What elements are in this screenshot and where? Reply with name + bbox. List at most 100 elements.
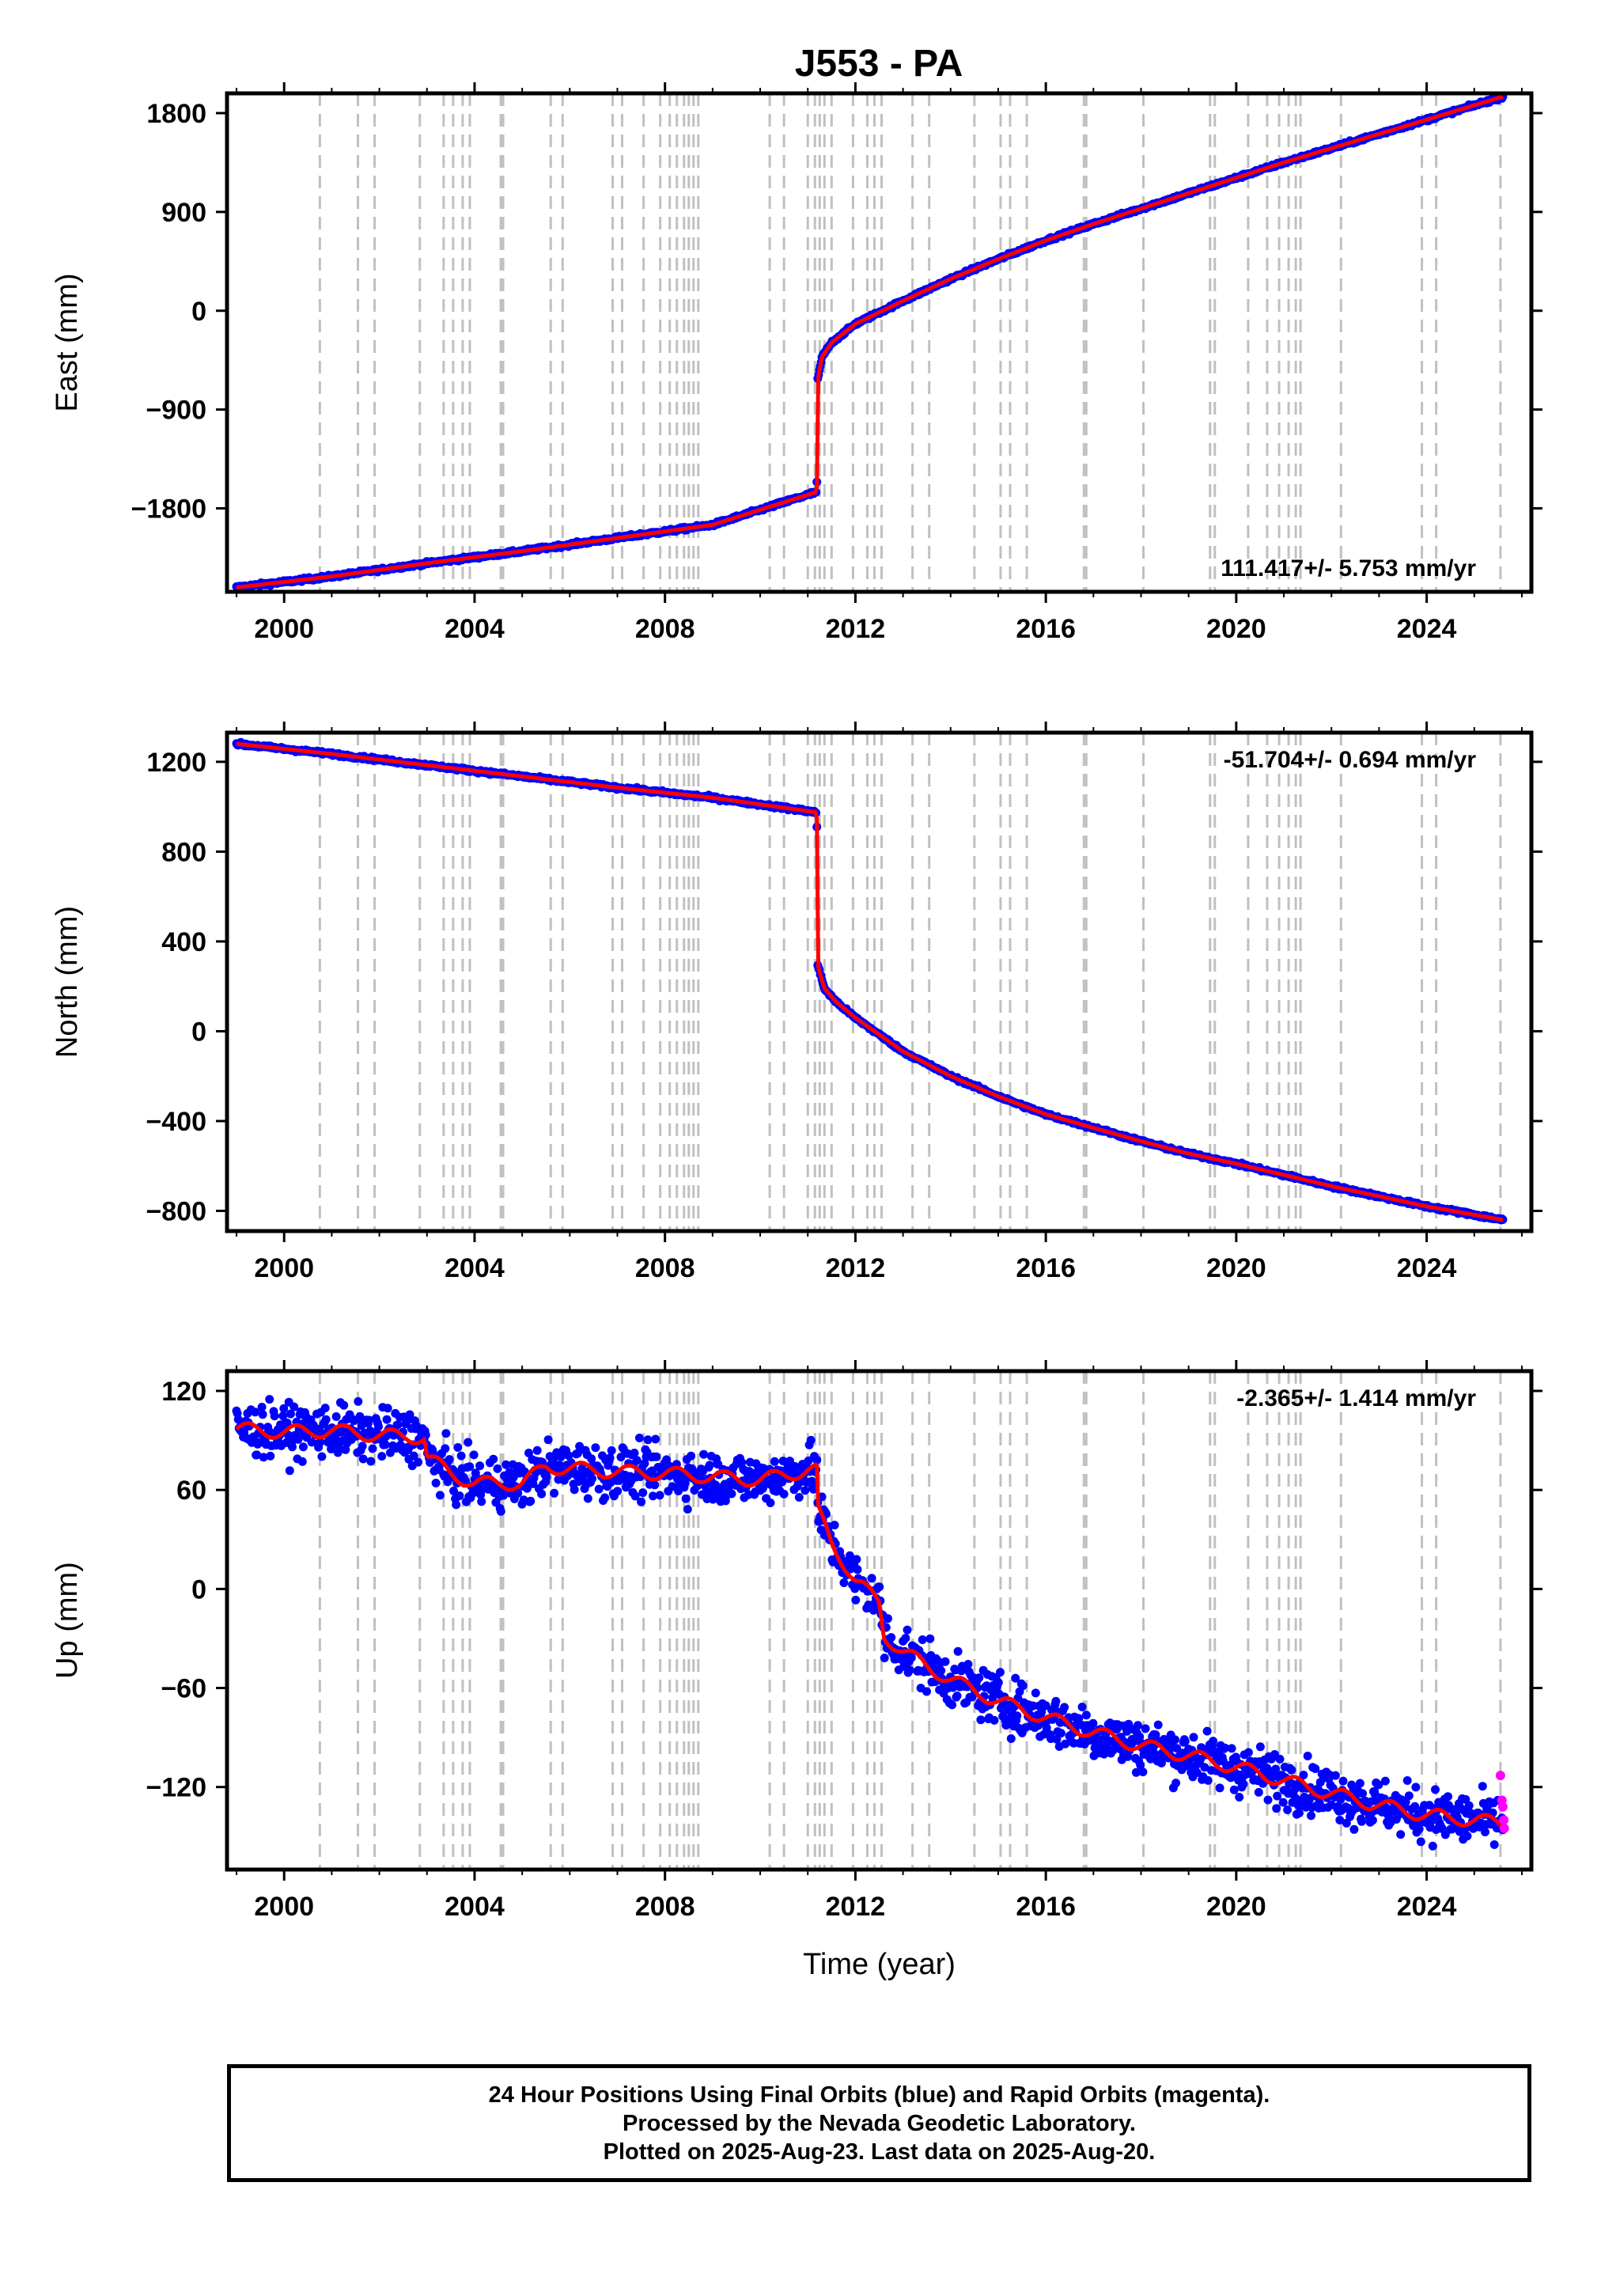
x-tick-label: 2016 (1016, 614, 1076, 644)
data-point (1012, 1711, 1022, 1721)
data-point (711, 1480, 721, 1490)
data-point (333, 1448, 343, 1457)
data-point (812, 1455, 822, 1464)
data-point (640, 1459, 649, 1468)
data-point (1136, 1760, 1145, 1770)
data-point (785, 1457, 794, 1466)
data-point (1444, 1792, 1452, 1802)
data-point (705, 1461, 714, 1470)
data-point (800, 1486, 810, 1495)
y-axis-label: East (mm) (51, 273, 84, 411)
x-axis-label: Time (year) (803, 1948, 956, 1981)
data-point (532, 1445, 542, 1455)
data-point (994, 1678, 1003, 1688)
data-point (1227, 1744, 1236, 1753)
data-point (1481, 1828, 1489, 1836)
data-point (1018, 1681, 1028, 1691)
y-tick-label: −800 (146, 1196, 206, 1226)
data-point (655, 1491, 664, 1500)
data-point (850, 1584, 860, 1593)
data-point (331, 1412, 341, 1421)
data-point (699, 1449, 709, 1459)
data-point (1335, 1816, 1345, 1824)
x-tick-label: 2016 (1016, 1253, 1076, 1283)
data-point (550, 1488, 559, 1498)
chart-title: J553 - PA (795, 43, 963, 85)
data-point (524, 1449, 533, 1457)
data-point (770, 1457, 779, 1466)
data-point (282, 1419, 292, 1428)
data-point (1428, 1841, 1437, 1851)
data-point (409, 1451, 418, 1461)
final-orbit-points (232, 93, 1508, 592)
data-point (1243, 1748, 1253, 1757)
data-point (1368, 1816, 1377, 1825)
data-point (464, 1438, 473, 1447)
data-point (808, 1484, 818, 1494)
data-point (953, 1646, 963, 1656)
data-point (556, 1452, 566, 1461)
data-point (737, 1457, 747, 1467)
y-tick-label: −400 (146, 1107, 206, 1137)
data-point (651, 1434, 660, 1444)
x-tick-label: 2008 (635, 1892, 695, 1922)
data-point (258, 1410, 267, 1419)
data-point (727, 1489, 736, 1498)
data-point (905, 1665, 914, 1675)
data-point (573, 1449, 582, 1458)
velocity-annotation: -2.365+/- 1.414 mm/yr (1236, 1385, 1476, 1411)
data-point (382, 1415, 392, 1424)
data-point (385, 1448, 395, 1457)
data-point (1060, 1703, 1069, 1712)
rapid-point (1497, 1802, 1508, 1812)
data-point (452, 1500, 461, 1510)
data-point (1366, 1797, 1376, 1806)
data-point (421, 1430, 430, 1440)
data-point (1031, 1688, 1040, 1698)
data-point (1042, 1723, 1051, 1733)
data-point (1056, 1729, 1065, 1738)
data-point (1171, 1779, 1181, 1788)
data-point (887, 1633, 896, 1642)
data-point (431, 1479, 441, 1487)
data-point (257, 1403, 267, 1411)
final-orbit-points (232, 737, 1508, 1225)
data-point (852, 1555, 861, 1564)
data-point (445, 1455, 454, 1464)
data-point (1304, 1795, 1314, 1805)
data-point (252, 1450, 262, 1460)
data-point (806, 1435, 816, 1445)
data-point (316, 1438, 325, 1447)
data-point (766, 1498, 775, 1507)
data-point (1410, 1802, 1420, 1811)
data-point (1051, 1696, 1061, 1706)
data-point (687, 1451, 696, 1461)
data-point (1263, 1795, 1273, 1805)
data-point (587, 1454, 596, 1464)
data-point (393, 1420, 403, 1430)
data-point (922, 1687, 931, 1696)
data-point (469, 1450, 479, 1460)
data-point (1411, 1783, 1421, 1792)
x-tick-label: 2008 (635, 614, 695, 644)
data-point (680, 1478, 690, 1487)
data-point (1131, 1767, 1141, 1777)
data-point (542, 1472, 551, 1482)
data-point (327, 1445, 336, 1453)
data-point (867, 1574, 876, 1583)
data-point (297, 1457, 307, 1466)
data-point (1239, 1779, 1248, 1789)
data-point (456, 1451, 466, 1461)
plot-frame (225, 730, 1534, 1233)
final-orbit-points (232, 1395, 1508, 1851)
data-point (794, 1493, 804, 1502)
data-point (1271, 1764, 1281, 1774)
data-point (496, 1506, 505, 1516)
data-point (441, 1429, 451, 1438)
data-point (1275, 1754, 1285, 1764)
footer-line-2: Processed by the Nevada Geodetic Laborat… (623, 2110, 1136, 2136)
data-point (365, 1415, 374, 1425)
data-point (526, 1496, 536, 1506)
x-tick-label: 2016 (1016, 1892, 1076, 1922)
data-point (1380, 1776, 1390, 1786)
